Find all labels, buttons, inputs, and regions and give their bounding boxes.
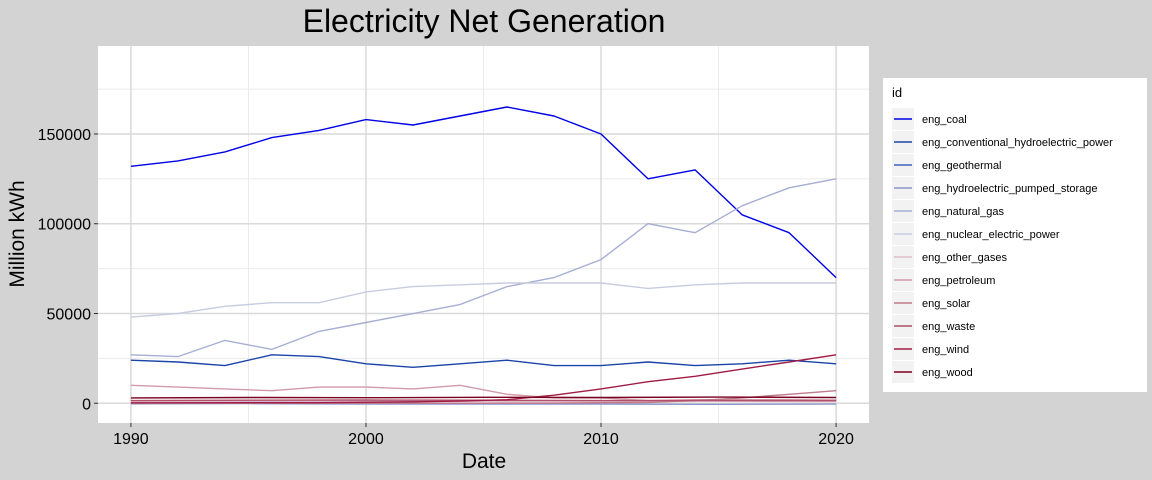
- legend-item: eng_wood: [892, 361, 973, 383]
- series-line-eng_wood: [130, 396, 837, 399]
- legend-item: eng_natural_gas: [892, 200, 1004, 222]
- x-axis-title: Date: [462, 450, 506, 473]
- legend-label: eng_wind: [922, 344, 969, 356]
- chart-title: Electricity Net Generation: [303, 3, 666, 39]
- x-tick-label: 2020: [818, 431, 854, 448]
- legend-label: eng_conventional_hydroelectric_power: [922, 137, 1113, 149]
- legend-label: eng_wood: [922, 367, 973, 379]
- series-line-eng_conventional_hydroelectric_power: [130, 354, 837, 368]
- legend-item: eng_wind: [892, 338, 969, 360]
- legend-item: eng_nuclear_electric_power: [892, 223, 1060, 245]
- x-tick-label: 2000: [348, 431, 384, 448]
- axis-ticks: 1990 2000 2010 2020 0 50000 100000 150000: [38, 127, 854, 448]
- series-line-eng_wind: [130, 354, 837, 404]
- legend-title: id: [892, 85, 902, 100]
- legend-label: eng_petroleum: [922, 275, 995, 287]
- series-line-eng_natural_gas: [130, 178, 837, 358]
- y-tick-label: 100000: [38, 217, 91, 234]
- x-tick-label: 1990: [113, 431, 149, 448]
- y-tick-label: 0: [82, 396, 91, 413]
- legend-item: eng_petroleum: [892, 269, 995, 291]
- legend-item: eng_hydroelectric_pumped_storage: [892, 177, 1098, 199]
- legend-label: eng_geothermal: [922, 160, 1002, 172]
- legend-box: [883, 78, 1147, 392]
- legend-label: eng_solar: [922, 298, 971, 310]
- legend-items: eng_coal eng_conventional_hydroelectric_p…: [892, 108, 1113, 383]
- legend-label: eng_waste: [922, 321, 975, 333]
- y-axis-title: Million kWh: [6, 180, 29, 287]
- legend-item: eng_other_gases: [892, 246, 1008, 268]
- legend-item: eng_conventional_hydroelectric_power: [892, 131, 1113, 153]
- legend-item: eng_geothermal: [892, 154, 1002, 176]
- legend: id eng_coal eng_conventional_hydroelectri…: [883, 78, 1147, 392]
- series-line-eng_coal: [130, 106, 837, 279]
- series-lines: [130, 106, 837, 405]
- legend-label: eng_nuclear_electric_power: [922, 229, 1060, 241]
- legend-item: eng_solar: [892, 292, 971, 314]
- legend-item: eng_coal: [892, 108, 967, 130]
- legend-label: eng_natural_gas: [922, 206, 1004, 218]
- series-line-eng_solar: [130, 390, 837, 404]
- y-tick-label: 50000: [47, 306, 92, 323]
- legend-label: eng_coal: [922, 114, 967, 126]
- y-tick-label: 150000: [38, 127, 91, 144]
- x-tick-label: 2010: [583, 431, 619, 448]
- grid: [98, 46, 869, 423]
- legend-label: eng_other_gases: [922, 252, 1008, 264]
- series-line-eng_nuclear_electric_power: [130, 282, 837, 318]
- legend-label: eng_hydroelectric_pumped_storage: [922, 183, 1098, 195]
- legend-item: eng_waste: [892, 315, 975, 337]
